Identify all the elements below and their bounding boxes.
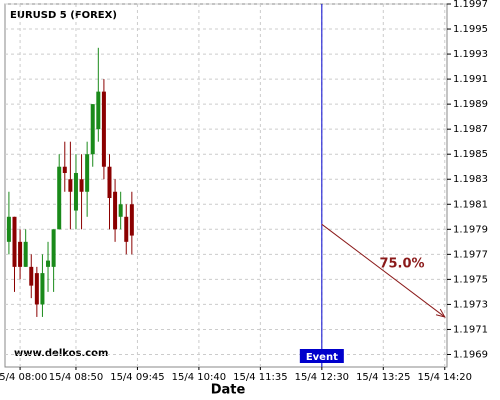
candle-body <box>29 266 34 286</box>
y-tick-label: 1.1975 <box>453 274 488 285</box>
y-tick-label: 1.1991 <box>453 74 488 85</box>
x-tick-label: 15/4 12:30 <box>295 372 349 383</box>
y-tick-label: 1.1981 <box>453 199 488 210</box>
plot-frame <box>4 3 448 368</box>
candle-body <box>118 204 123 217</box>
y-tick-label: 1.1985 <box>453 149 488 160</box>
y-tick-label: 1.1977 <box>453 249 488 260</box>
candle-body <box>113 191 118 230</box>
y-tick-label: 1.1971 <box>453 324 488 335</box>
candle-body <box>96 91 101 130</box>
candle-body <box>129 204 134 236</box>
y-tick-label: 1.1997 <box>453 0 488 10</box>
watermark: www.delkos.com <box>14 348 108 359</box>
candle-body <box>101 91 106 167</box>
y-tick-label: 1.1993 <box>453 49 488 60</box>
candle-body <box>79 179 84 192</box>
candle-body <box>90 104 95 155</box>
y-tick-label: 1.1995 <box>453 24 488 35</box>
candle-body <box>68 179 73 192</box>
event-label: Event <box>306 352 338 363</box>
x-tick-label: 15/4 09:45 <box>110 372 164 383</box>
forecast-arrow <box>321 223 446 318</box>
event-box <box>299 349 344 363</box>
forecast-label: 75.0% <box>379 257 424 272</box>
candle-body <box>57 166 62 230</box>
y-tick-label: 1.1979 <box>453 224 488 235</box>
candle-body <box>23 241 28 267</box>
candle-body <box>107 166 112 199</box>
x-tick-label: 15/4 13:25 <box>356 372 410 383</box>
candle-body <box>124 216 129 242</box>
x-tick-label: 15/4 11:35 <box>233 372 287 383</box>
candle-body <box>85 154 90 192</box>
candle-body <box>34 273 39 305</box>
candle-body <box>73 172 78 211</box>
chart-title: EURUSD 5 (FOREX) <box>10 10 117 21</box>
candle-body <box>18 241 23 267</box>
candle-body <box>46 260 51 267</box>
candle-body <box>40 273 45 305</box>
arrow-head <box>435 308 446 318</box>
x-tick-label: 15/4 14:20 <box>418 372 472 383</box>
candle-body <box>6 216 11 242</box>
candle-body <box>62 166 67 173</box>
y-tick-label: 1.1987 <box>453 124 488 135</box>
candle-body <box>51 229 56 267</box>
y-tick-label: 1.1983 <box>453 174 488 185</box>
x-tick-label: 15/4 08:00 <box>0 372 47 383</box>
x-axis-label: Date <box>211 383 246 398</box>
y-tick-label: 1.1989 <box>453 99 488 110</box>
y-tick-label: 1.1973 <box>453 299 488 310</box>
candle-body <box>12 216 17 267</box>
y-tick-label: 1.1969 <box>453 349 488 360</box>
x-tick-label: 15/4 10:40 <box>172 372 226 383</box>
x-tick-label: 15/4 08:50 <box>49 372 103 383</box>
